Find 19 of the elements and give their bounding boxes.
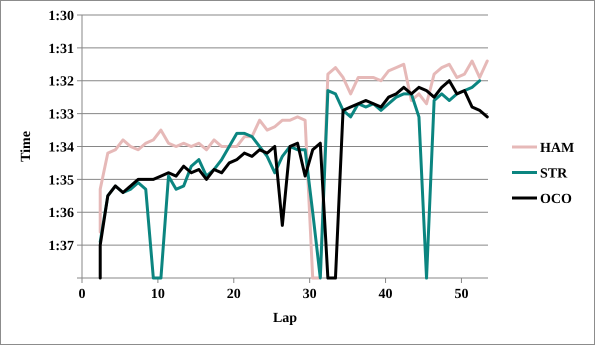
y-tick-label: 1:34 [48,140,74,156]
legend-label: HAM [540,140,574,156]
x-tick-label: 40 [378,287,393,302]
x-tick-label: 0 [78,287,86,302]
legend-label: STR [540,166,568,182]
y-tick-label: 1:31 [48,42,74,57]
y-tick-label: 1:32 [48,74,74,90]
y-axis-title: Time [19,131,34,162]
y-tick-label: 1:35 [48,173,74,188]
x-tick-label: 30 [302,287,317,302]
y-tick-label: 1:37 [48,239,74,254]
x-tick-label: 10 [150,287,165,302]
x-tick-label: 50 [454,287,468,302]
y-tick-label: 1:36 [48,206,74,222]
legend-label: OCO [540,192,572,207]
y-tick-label: 1:33 [48,108,74,123]
y-tick-label: 1:30 [48,8,74,24]
x-axis-title: Lap [272,311,298,326]
x-tick-label: 20 [226,287,241,302]
